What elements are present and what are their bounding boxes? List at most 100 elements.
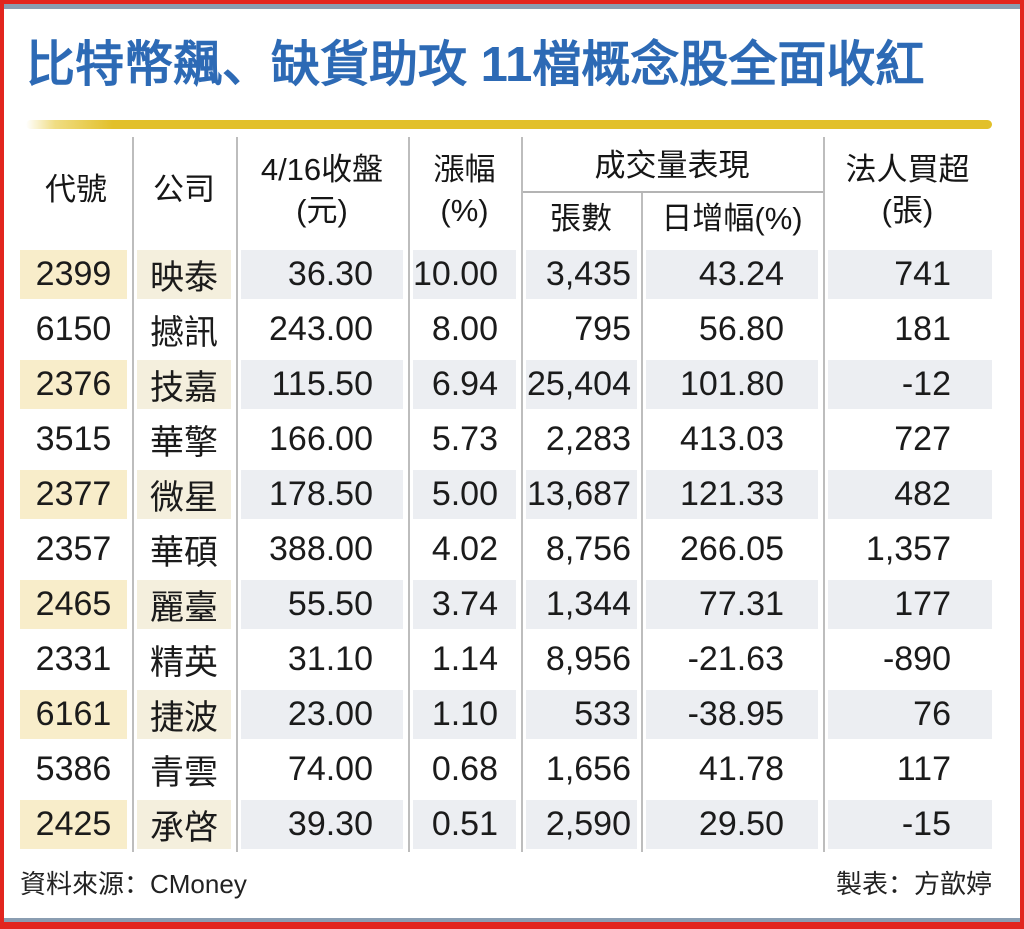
cell-company: 捷波 bbox=[132, 687, 236, 742]
cell-net-buy-value: -12 bbox=[828, 359, 992, 409]
cell-code: 5386 bbox=[20, 742, 132, 797]
cell-code-value: 6161 bbox=[20, 689, 127, 739]
col-header-day-change: 日增幅(%) bbox=[661, 201, 803, 237]
cell-company-value: 撼訊 bbox=[150, 313, 218, 352]
cell-day-change-value: 121.33 bbox=[646, 469, 818, 519]
cell-net-buy-value: 1,357 bbox=[865, 529, 951, 568]
cell-day-change: 101.80 bbox=[641, 357, 823, 412]
cell-volume-value: 533 bbox=[526, 689, 637, 739]
table-row: 2377 微星 178.50 5.00 13,687 121.33 482 bbox=[20, 467, 992, 522]
cell-net-buy: -12 bbox=[823, 357, 992, 412]
cell-change-value: 3.74 bbox=[413, 579, 516, 629]
cell-code: 2399 bbox=[20, 247, 132, 302]
cell-change: 0.51 bbox=[408, 797, 521, 852]
column-divider bbox=[236, 136, 238, 852]
source-label: 資料來源：CMoney bbox=[20, 868, 247, 899]
page-title: 比特幣飆、缺貨助攻 11檔概念股全面收紅 bbox=[26, 38, 925, 92]
cell-volume-value: 13,687 bbox=[526, 469, 637, 519]
cell-close: 115.50 bbox=[236, 357, 408, 412]
cell-close: 388.00 bbox=[236, 522, 408, 577]
cell-volume-value: 8,756 bbox=[545, 529, 631, 568]
cell-volume: 8,756 bbox=[521, 522, 641, 577]
cell-day-change: 77.31 bbox=[641, 577, 823, 632]
table-row: 6161 捷波 23.00 1.10 533 -38.95 76 bbox=[20, 687, 992, 742]
cell-code: 6161 bbox=[20, 687, 132, 742]
cell-day-change: 266.05 bbox=[641, 522, 823, 577]
cell-code-value: 2376 bbox=[20, 359, 127, 409]
cell-net-buy-value: 177 bbox=[828, 579, 992, 629]
cell-close-value: 31.10 bbox=[287, 639, 373, 678]
cell-close: 55.50 bbox=[236, 577, 408, 632]
cell-company: 撼訊 bbox=[132, 302, 236, 357]
col-header-code: 代號 bbox=[20, 135, 132, 247]
cell-change: 6.94 bbox=[408, 357, 521, 412]
cell-close-value: 115.50 bbox=[241, 359, 403, 409]
cell-day-change-value: -38.95 bbox=[646, 689, 818, 739]
cell-day-change-value: 77.31 bbox=[646, 579, 818, 629]
cell-volume-value: 1,344 bbox=[526, 579, 637, 629]
cell-net-buy: 181 bbox=[823, 302, 992, 357]
cell-company-value: 映泰 bbox=[137, 249, 231, 299]
cell-close-value: 39.30 bbox=[241, 799, 403, 849]
cell-day-change-value: 101.80 bbox=[646, 359, 818, 409]
cell-change: 4.02 bbox=[408, 522, 521, 577]
cell-company-value: 青雲 bbox=[150, 753, 218, 792]
cell-close: 74.00 bbox=[236, 742, 408, 797]
col-header-net-buy-line2: (張) bbox=[881, 192, 934, 228]
cell-volume-value: 1,656 bbox=[545, 749, 631, 788]
cell-company: 華碩 bbox=[132, 522, 236, 577]
cell-code-value: 2425 bbox=[20, 799, 127, 849]
cell-code-value: 2377 bbox=[20, 469, 127, 519]
cell-code: 3515 bbox=[20, 412, 132, 467]
col-header-net-buy: 法人買超 (張) bbox=[823, 135, 992, 247]
cell-code: 2425 bbox=[20, 797, 132, 852]
cell-change: 5.73 bbox=[408, 412, 521, 467]
cell-day-change-value: 413.03 bbox=[680, 419, 784, 458]
cell-volume-value: 2,283 bbox=[545, 419, 631, 458]
cell-code: 2376 bbox=[20, 357, 132, 412]
cell-net-buy-value: 181 bbox=[894, 309, 951, 348]
cell-close: 178.50 bbox=[236, 467, 408, 522]
table-row: 6150 撼訊 243.00 8.00 795 56.80 181 bbox=[20, 302, 992, 357]
cell-company-value: 技嘉 bbox=[137, 359, 231, 409]
cell-net-buy-value: 482 bbox=[828, 469, 992, 519]
cell-company: 技嘉 bbox=[132, 357, 236, 412]
col-header-change-line2: (%) bbox=[440, 192, 489, 228]
col-header-change: 漲幅 (%) bbox=[408, 135, 521, 247]
cell-volume-value: 3,435 bbox=[526, 249, 637, 299]
cell-company-value: 華擎 bbox=[150, 423, 218, 462]
cell-change: 0.68 bbox=[408, 742, 521, 797]
cell-close-value: 388.00 bbox=[269, 529, 373, 568]
cell-net-buy-value: 727 bbox=[894, 419, 951, 458]
cell-change-value: 8.00 bbox=[431, 309, 498, 348]
cell-net-buy: 741 bbox=[823, 247, 992, 302]
cell-change-value: 4.02 bbox=[431, 529, 498, 568]
cell-net-buy-value: -890 bbox=[882, 639, 951, 678]
cell-close: 31.10 bbox=[236, 632, 408, 687]
cell-company: 精英 bbox=[132, 632, 236, 687]
col-header-company-label: 公司 bbox=[153, 172, 215, 208]
col-header-volume: 張數 bbox=[550, 201, 612, 237]
gold-divider bbox=[26, 119, 992, 129]
cell-volume-value: 795 bbox=[574, 309, 631, 348]
cell-close: 166.00 bbox=[236, 412, 408, 467]
cell-volume: 533 bbox=[521, 687, 641, 742]
cell-volume: 1,656 bbox=[521, 742, 641, 797]
cell-net-buy: 117 bbox=[823, 742, 992, 797]
cell-code-value: 2331 bbox=[35, 639, 112, 678]
cell-change-value: 6.94 bbox=[413, 359, 516, 409]
cell-net-buy: -890 bbox=[823, 632, 992, 687]
cell-volume-value: 2,590 bbox=[526, 799, 637, 849]
cell-code-value: 5386 bbox=[35, 749, 112, 788]
cell-day-change: 29.50 bbox=[641, 797, 823, 852]
cell-code: 2377 bbox=[20, 467, 132, 522]
cell-company-value: 微星 bbox=[137, 469, 231, 519]
table-row: 2331 精英 31.10 1.14 8,956 -21.63 -890 bbox=[20, 632, 992, 687]
cell-close: 23.00 bbox=[236, 687, 408, 742]
table-row: 2376 技嘉 115.50 6.94 25,404 101.80 -12 bbox=[20, 357, 992, 412]
cell-close-value: 178.50 bbox=[241, 469, 403, 519]
cell-volume: 13,687 bbox=[521, 467, 641, 522]
cell-code-value: 2399 bbox=[20, 249, 127, 299]
cell-close-value: 23.00 bbox=[241, 689, 403, 739]
cell-company-value: 麗臺 bbox=[137, 579, 231, 629]
